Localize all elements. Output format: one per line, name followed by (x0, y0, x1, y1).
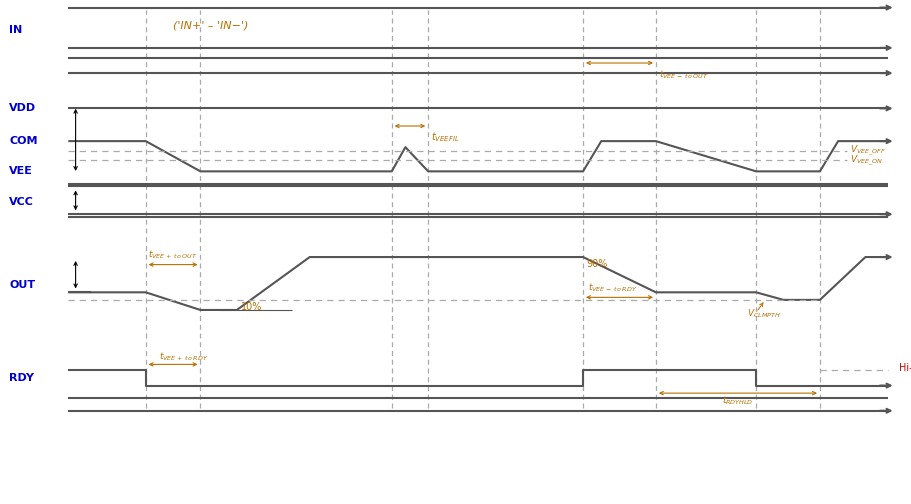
Text: Hi-Z: Hi-Z (899, 363, 911, 373)
Text: $t_{VEE-\ to\ OUT}$: $t_{VEE-\ to\ OUT}$ (659, 69, 709, 81)
Text: $V_{VEE\_OFF}$: $V_{VEE\_OFF}$ (850, 144, 885, 158)
Text: ('IN+' – 'IN−'): ('IN+' – 'IN−') (173, 20, 249, 30)
Text: $t_{VEEFIL}$: $t_{VEEFIL}$ (431, 130, 459, 144)
Text: $t_{VEE+\ to\ OUT}$: $t_{VEE+\ to\ OUT}$ (148, 248, 199, 261)
Text: $V_{VEE\_ON}$: $V_{VEE\_ON}$ (850, 153, 883, 167)
Text: VDD: VDD (9, 103, 36, 113)
Text: $t_{VEE+\ to\ RDY}$: $t_{VEE+\ to\ RDY}$ (159, 350, 209, 363)
Text: $V_{CLMPTH}$: $V_{CLMPTH}$ (747, 308, 781, 320)
Text: OUT: OUT (9, 280, 36, 290)
Text: RDY: RDY (9, 373, 34, 383)
Text: COM: COM (9, 136, 37, 146)
Text: VCC: VCC (9, 197, 34, 207)
Text: 10%: 10% (241, 302, 262, 312)
Text: $t_{VEE-\ to\ RDY}$: $t_{VEE-\ to\ RDY}$ (588, 282, 637, 294)
Text: 90%: 90% (587, 259, 608, 269)
Text: IN: IN (9, 25, 23, 35)
Text: VEE: VEE (9, 166, 33, 176)
Text: $t_{RDYHLD}$: $t_{RDYHLD}$ (722, 395, 753, 407)
